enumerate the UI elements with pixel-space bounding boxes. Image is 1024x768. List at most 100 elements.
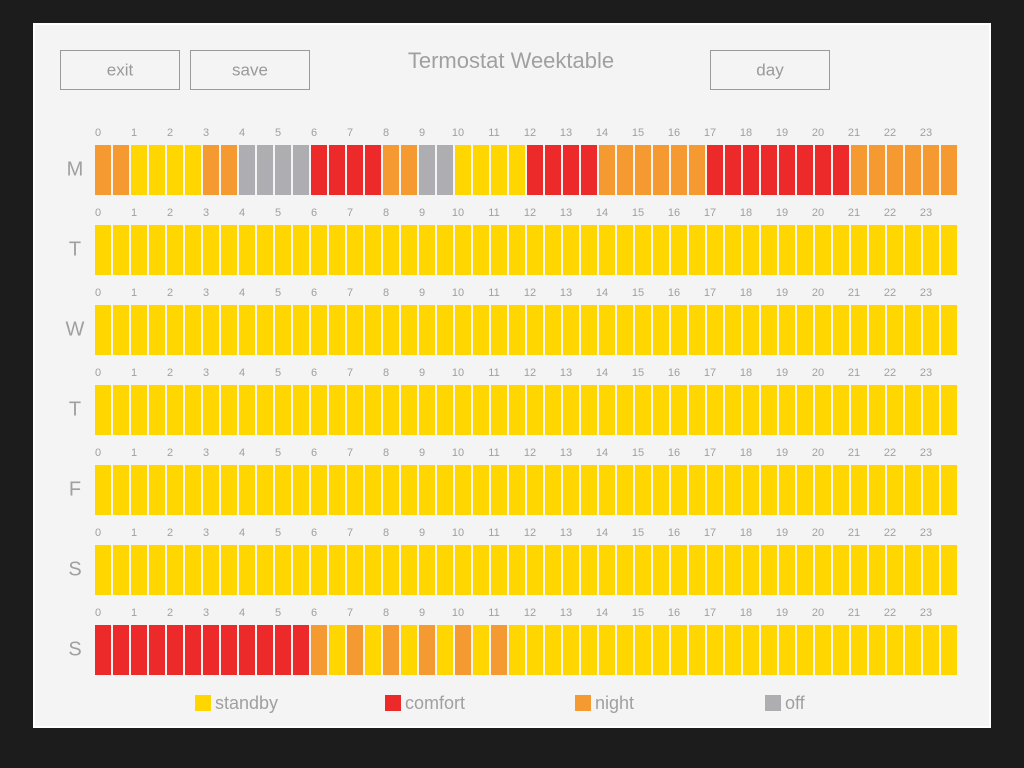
slot[interactable] <box>149 545 165 595</box>
slot[interactable] <box>869 225 885 275</box>
slot[interactable] <box>635 385 651 435</box>
slot[interactable] <box>887 385 903 435</box>
slot[interactable] <box>635 225 651 275</box>
slot[interactable] <box>239 465 255 515</box>
slot[interactable] <box>635 305 651 355</box>
slot[interactable] <box>887 225 903 275</box>
slot[interactable] <box>491 305 507 355</box>
slot[interactable] <box>887 545 903 595</box>
slot[interactable] <box>923 625 939 675</box>
slot[interactable] <box>905 225 921 275</box>
slot[interactable] <box>779 385 795 435</box>
slot[interactable] <box>743 545 759 595</box>
slot[interactable] <box>239 305 255 355</box>
slot[interactable] <box>545 465 561 515</box>
slot[interactable] <box>149 465 165 515</box>
slot[interactable] <box>797 305 813 355</box>
slot[interactable] <box>311 305 327 355</box>
slot[interactable] <box>293 625 309 675</box>
slot[interactable] <box>311 385 327 435</box>
slot[interactable] <box>707 145 723 195</box>
slot[interactable] <box>95 385 111 435</box>
slot[interactable] <box>347 465 363 515</box>
slot[interactable] <box>419 225 435 275</box>
slot[interactable] <box>941 145 957 195</box>
slot[interactable] <box>491 465 507 515</box>
slot[interactable] <box>617 305 633 355</box>
exit-button[interactable]: exit <box>60 50 180 90</box>
slot[interactable] <box>797 385 813 435</box>
slot[interactable] <box>293 465 309 515</box>
slot[interactable] <box>851 385 867 435</box>
slot[interactable] <box>167 385 183 435</box>
slot[interactable] <box>761 545 777 595</box>
slot[interactable] <box>347 385 363 435</box>
slot[interactable] <box>491 385 507 435</box>
slot[interactable] <box>437 305 453 355</box>
slot[interactable] <box>419 305 435 355</box>
slot[interactable] <box>599 465 615 515</box>
slot[interactable] <box>743 625 759 675</box>
slot[interactable] <box>599 385 615 435</box>
slot[interactable] <box>509 625 525 675</box>
slot[interactable] <box>581 385 597 435</box>
slot[interactable] <box>329 545 345 595</box>
slot[interactable] <box>581 545 597 595</box>
slot[interactable] <box>599 545 615 595</box>
slot[interactable] <box>923 545 939 595</box>
slot[interactable] <box>599 625 615 675</box>
slot[interactable] <box>725 145 741 195</box>
slot[interactable] <box>311 625 327 675</box>
slot[interactable] <box>581 225 597 275</box>
slot[interactable] <box>743 465 759 515</box>
slot[interactable] <box>869 465 885 515</box>
slot[interactable] <box>941 385 957 435</box>
slot[interactable] <box>635 145 651 195</box>
slot[interactable] <box>185 545 201 595</box>
slot[interactable] <box>131 465 147 515</box>
slot[interactable] <box>833 465 849 515</box>
slot[interactable] <box>869 625 885 675</box>
slot[interactable] <box>491 625 507 675</box>
slot[interactable] <box>851 225 867 275</box>
slot[interactable] <box>203 545 219 595</box>
slot[interactable] <box>293 305 309 355</box>
slot[interactable] <box>689 385 705 435</box>
slot[interactable] <box>383 305 399 355</box>
slot[interactable] <box>167 625 183 675</box>
slot[interactable] <box>869 305 885 355</box>
slot[interactable] <box>257 145 273 195</box>
slot[interactable] <box>581 625 597 675</box>
slot[interactable] <box>941 225 957 275</box>
slot[interactable] <box>455 545 471 595</box>
slot[interactable] <box>473 145 489 195</box>
slot[interactable] <box>455 385 471 435</box>
slot[interactable] <box>185 465 201 515</box>
slot[interactable] <box>185 625 201 675</box>
slot[interactable] <box>905 145 921 195</box>
slot[interactable] <box>275 625 291 675</box>
slot[interactable] <box>815 545 831 595</box>
slot[interactable] <box>545 545 561 595</box>
slot[interactable] <box>311 225 327 275</box>
slot[interactable] <box>329 225 345 275</box>
slot[interactable] <box>113 625 129 675</box>
slot[interactable] <box>275 465 291 515</box>
slot[interactable] <box>473 385 489 435</box>
slot[interactable] <box>221 625 237 675</box>
slot[interactable] <box>185 145 201 195</box>
slot[interactable] <box>509 385 525 435</box>
slot[interactable] <box>851 145 867 195</box>
slot[interactable] <box>455 145 471 195</box>
slot[interactable] <box>797 465 813 515</box>
slot[interactable] <box>383 465 399 515</box>
slot[interactable] <box>941 545 957 595</box>
slot[interactable] <box>437 145 453 195</box>
slot[interactable] <box>383 545 399 595</box>
slot[interactable] <box>257 465 273 515</box>
slot[interactable] <box>815 145 831 195</box>
slot[interactable] <box>761 305 777 355</box>
slot[interactable] <box>689 465 705 515</box>
slot[interactable] <box>221 305 237 355</box>
slot[interactable] <box>509 305 525 355</box>
